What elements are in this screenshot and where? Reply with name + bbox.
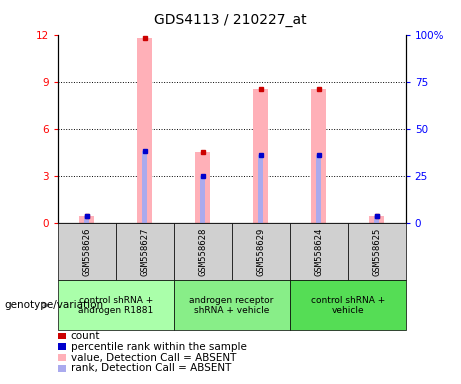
Text: androgen receptor
shRNA + vehicle: androgen receptor shRNA + vehicle <box>189 296 274 315</box>
Bar <box>374 216 379 223</box>
Bar <box>348 223 406 280</box>
Bar <box>254 89 268 223</box>
Text: GSM558626: GSM558626 <box>82 227 91 276</box>
Text: GSM558624: GSM558624 <box>314 227 323 276</box>
Bar <box>84 216 89 223</box>
Bar <box>174 280 290 330</box>
Text: GSM558625: GSM558625 <box>372 227 381 276</box>
Bar <box>58 223 116 280</box>
Bar <box>369 217 384 223</box>
Bar <box>258 155 263 223</box>
Text: control shRNA +
vehicle: control shRNA + vehicle <box>311 296 385 315</box>
Bar <box>231 223 290 280</box>
Bar <box>290 280 406 330</box>
Bar <box>290 223 348 280</box>
Bar <box>137 38 152 223</box>
Bar <box>195 152 210 223</box>
Text: percentile rank within the sample: percentile rank within the sample <box>71 342 247 352</box>
Bar <box>201 176 205 223</box>
Bar <box>58 280 174 330</box>
Text: GDS4113 / 210227_at: GDS4113 / 210227_at <box>154 13 307 27</box>
Text: GSM558627: GSM558627 <box>140 227 149 276</box>
Bar <box>316 155 321 223</box>
Text: value, Detection Call = ABSENT: value, Detection Call = ABSENT <box>71 353 236 362</box>
Text: control shRNA +
androgen R1881: control shRNA + androgen R1881 <box>78 296 153 315</box>
Text: rank, Detection Call = ABSENT: rank, Detection Call = ABSENT <box>71 363 231 373</box>
Text: count: count <box>71 331 100 341</box>
Text: genotype/variation: genotype/variation <box>5 300 104 310</box>
Text: GSM558629: GSM558629 <box>256 227 265 276</box>
Bar <box>142 151 147 223</box>
Bar <box>312 89 326 223</box>
Bar <box>116 223 174 280</box>
Bar <box>174 223 231 280</box>
Bar <box>79 217 94 223</box>
Text: GSM558628: GSM558628 <box>198 227 207 276</box>
